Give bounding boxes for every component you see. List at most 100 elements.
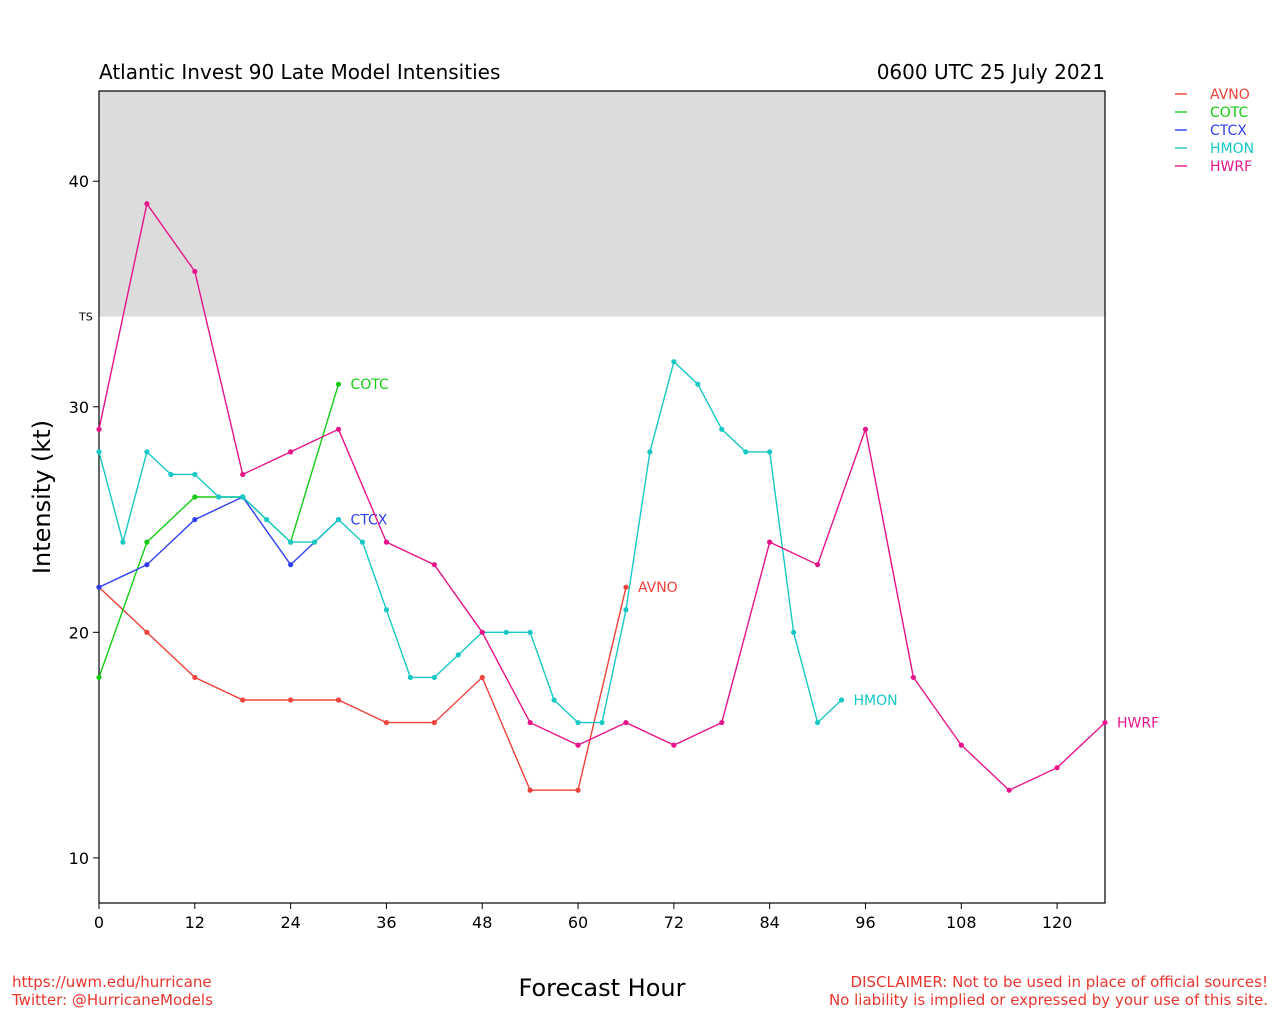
avno-data-point [575,787,581,793]
hwrf-data-point [671,742,677,748]
x-tick-label: 60 [568,913,588,932]
hwrf-data-point [240,471,246,478]
ts-shaded-band [99,91,1105,317]
hwrf-data-point [431,562,437,568]
x-tick-label: 48 [472,913,492,932]
cotc-series-line [98,383,340,678]
avno-data-point [623,584,629,590]
hwrf-data-point [767,539,773,545]
cotc-data-point [192,494,198,500]
ctcx-data-point [192,516,198,523]
hmon-data-point [599,719,605,726]
hmon-data-point [671,359,677,365]
avno-data-point [527,787,533,793]
hwrf-data-point [288,449,294,455]
ts-threshold-label: TS [78,311,93,324]
ctcx-series-line [98,496,339,588]
hmon-data-point [814,719,821,726]
avno-end-label: AVNO [638,580,678,596]
hwrf-data-point [1054,765,1060,771]
avno-data-point [335,697,342,703]
hmon-data-point [527,629,533,635]
avno-data-point [383,719,390,726]
hmon-data-point [264,516,270,523]
y-tick-label: 10 [69,849,89,868]
cotc-data-point [96,674,102,681]
hmon-data-point [575,719,581,726]
hwrf-data-point [1102,719,1108,726]
hmon-data-point [719,426,725,432]
ctcx-data-point [288,562,294,568]
y-tick-label: 20 [69,623,89,642]
x-tick-label: 84 [759,913,779,932]
avno-data-point [144,629,150,635]
hmon-data-point [455,652,461,658]
legend-label-hwrf: HWRF [1210,159,1252,175]
x-tick-label: 120 [1042,913,1073,932]
hwrf-end-label: HWRF [1117,716,1159,732]
chart-title: Atlantic Invest 90 Late Model Intensitie… [99,60,500,84]
hwrf-data-point [144,201,150,207]
hwrf-data-point [1006,787,1012,793]
footer-url[interactable]: https://uwm.edu/hurricane [12,973,212,991]
x-tick-label: 12 [185,913,205,932]
hmon-data-point [551,697,557,703]
legend-label-hmon: HMON [1210,141,1254,157]
hmon-data-point [407,674,413,681]
hmon-data-point [240,494,246,500]
hmon-data-point [623,607,629,613]
hmon-data-point [359,539,366,545]
hmon-data-point [838,697,845,703]
avno-data-point [192,674,198,681]
hmon-data-point [383,607,390,613]
cotc-data-point [335,381,342,387]
avno-data-point [479,674,485,681]
y-tick-label: 30 [69,398,89,417]
hwrf-data-point [479,629,485,635]
hmon-data-point [767,449,773,455]
hmon-data-point [335,516,342,523]
hwrf-data-point [862,426,869,432]
hmon-data-point [120,539,126,545]
hmon-data-point [216,494,222,500]
hmon-data-point [288,539,294,545]
hmon-data-point [791,629,797,635]
ctcx-data-point [96,584,102,590]
hmon-data-point [311,539,318,545]
legend: AVNO COTC CTCX HMON HWRF [1175,87,1254,175]
x-tick-label: 0 [94,913,104,932]
hwrf-data-point [910,674,916,681]
hmon-data-point [96,449,102,455]
hwrf-data-point [958,742,964,748]
y-axis-label: Intensity (kt) [28,420,56,574]
hmon-data-point [647,449,653,455]
x-tick-label: 96 [855,913,875,932]
hwrf-data-point [575,742,581,748]
avno-series-line [98,586,627,791]
hwrf-data-point [527,719,533,726]
avno-data-point [240,697,246,703]
x-tick-label: 72 [664,913,684,932]
y-tick-label: 40 [69,172,89,191]
footer-disclaimer-line1: DISCLAIMER: Not to be used in place of o… [851,973,1268,991]
x-tick-label: 24 [280,913,300,932]
hmon-data-point [168,471,174,478]
ctcx-data-point [144,562,150,568]
hmon-data-point [503,629,509,635]
hwrf-data-point [719,719,725,726]
hmon-data-point [743,449,749,455]
cotc-data-point [144,539,150,545]
legend-label-avno: AVNO [1210,87,1250,103]
hwrf-data-point [383,539,390,545]
x-axis-label: Forecast Hour [519,974,686,1002]
cotc-end-label: COTC [351,377,390,393]
footer-twitter[interactable]: Twitter: @HurricaneModels [11,991,213,1009]
hmon-series-line [98,360,842,724]
plot-frame [98,90,1106,904]
hmon-data-point [695,381,701,387]
hmon-end-label: HMON [854,693,898,709]
hwrf-data-point [192,268,198,275]
hmon-data-point [431,674,437,681]
avno-data-point [431,719,437,726]
